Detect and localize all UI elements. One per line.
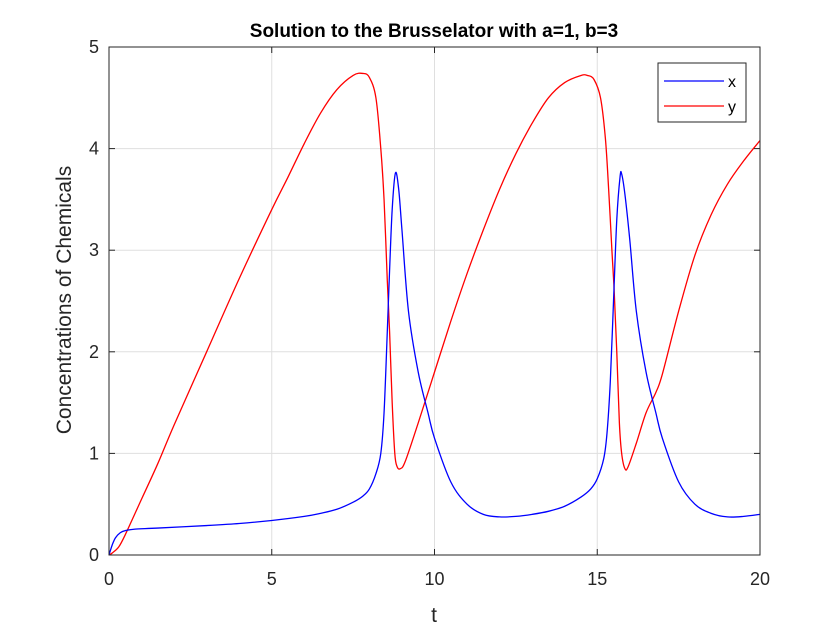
x-axis-label: t [431,604,437,627]
y-tick-label: 5 [89,37,99,57]
axis-ticks: 0 5 10 15 20 0 1 2 3 4 5 [89,37,770,589]
x-tick-label: 5 [267,569,277,589]
series-line-x [108,170,761,556]
y-tick-label: 0 [89,545,99,565]
y-tick-label: 2 [89,342,99,362]
series-lines [108,72,761,556]
y-tick-label: 3 [89,240,99,260]
legend-box [657,62,747,123]
y-tick-label: 1 [89,443,99,463]
legend: x y [657,62,747,123]
y-tick-label: 4 [89,139,99,159]
x-tick-label: 15 [587,569,607,589]
y-axis-label: Concentrations of Chemicals [53,166,76,434]
legend-label-x: x [728,74,736,91]
grid-lines [109,47,760,555]
legend-label-y: y [728,99,736,116]
x-tick-label: 20 [750,569,770,589]
x-tick-label: 0 [104,569,114,589]
x-tick-label: 10 [424,569,444,589]
chart-title: Solution to the Brusselator with a=1, b=… [250,21,618,42]
series-line-y [108,72,761,556]
